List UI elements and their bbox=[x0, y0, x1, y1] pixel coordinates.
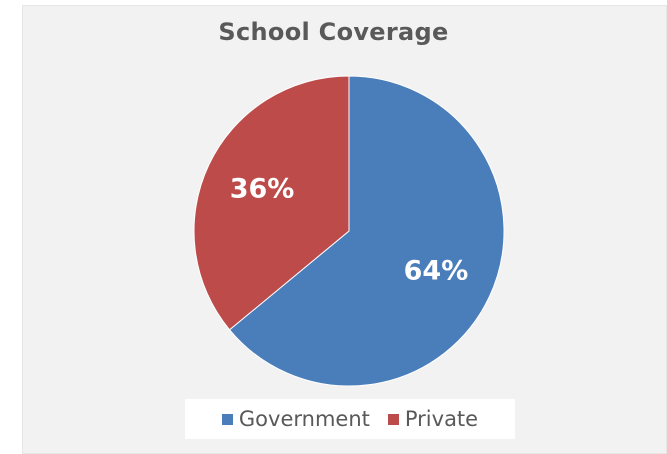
legend-label-government: Government bbox=[238, 407, 370, 431]
legend-item-government: Government bbox=[221, 407, 370, 431]
legend: Government Private bbox=[185, 399, 515, 439]
legend-item-private: Private bbox=[387, 407, 479, 431]
legend-swatch-private bbox=[387, 413, 399, 425]
pie-slice-government bbox=[228, 75, 505, 387]
legend-swatch-government bbox=[221, 413, 233, 425]
legend-label-private: Private bbox=[404, 407, 479, 431]
chart-title: School Coverage bbox=[218, 18, 449, 46]
pie-slice-private bbox=[193, 75, 350, 331]
data-label-government: 64% bbox=[404, 255, 469, 286]
data-label-private: 36% bbox=[230, 174, 295, 205]
